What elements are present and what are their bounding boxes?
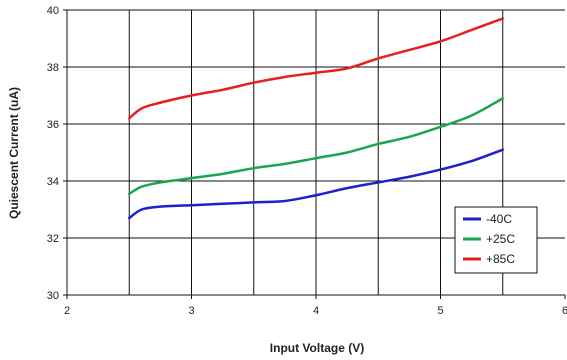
y-tick-label: 30 bbox=[47, 290, 59, 302]
series-lines bbox=[128, 17, 504, 220]
y-tick-label: 34 bbox=[47, 176, 59, 188]
x-axis-title: Input Voltage (V) bbox=[270, 341, 364, 355]
legend-entry: +25C bbox=[486, 232, 515, 246]
legend-entry: +85C bbox=[486, 252, 515, 266]
legend-entry: -40C bbox=[486, 212, 512, 226]
x-tick-label: 5 bbox=[437, 305, 443, 317]
x-tick-label: 6 bbox=[562, 305, 567, 317]
x-tick-label: 2 bbox=[64, 305, 70, 317]
series-line-2 bbox=[128, 97, 504, 196]
y-tick-label: 36 bbox=[47, 119, 59, 131]
y-tick-label: 40 bbox=[47, 5, 59, 17]
y-tick-label: 38 bbox=[47, 62, 59, 74]
legend: -40C +25C +85C bbox=[454, 206, 538, 274]
y-axis-title: Quiescent Current (uA) bbox=[7, 87, 21, 219]
x-tick-label: 4 bbox=[313, 305, 319, 317]
grid bbox=[67, 9, 565, 295]
series-line-3 bbox=[128, 17, 504, 120]
x-tick-label: 3 bbox=[188, 305, 194, 317]
series-line-1 bbox=[128, 148, 504, 220]
y-tick-label: 32 bbox=[47, 233, 59, 245]
